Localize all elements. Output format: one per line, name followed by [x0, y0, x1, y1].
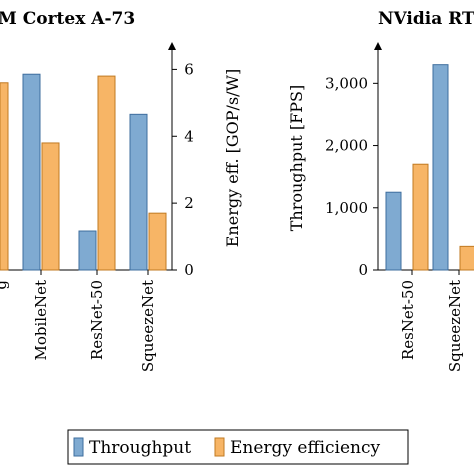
- panel-right-ytick-label: 3,000: [325, 74, 368, 92]
- panel-right-title: NVidia RT: [378, 9, 474, 29]
- panel-left-category-label: SqueezeNet: [139, 280, 157, 372]
- legend-swatch-energy: [214, 437, 225, 457]
- panel-left-category-label-clipped: g: [0, 280, 10, 290]
- panel-left-ylabel: Energy eff. [GOP/s/W]: [223, 69, 242, 248]
- legend-box: [67, 429, 409, 465]
- panel-right-ytick-label: 1,000: [325, 199, 368, 217]
- bar-energy-clipped: [0, 82, 9, 271]
- legend-label-throughput: Throughput: [89, 438, 191, 458]
- panel-left-ytick-label: 4: [184, 127, 194, 145]
- bar-energy-mobilenet: [41, 142, 60, 271]
- bar-energy-resnet-50: [412, 163, 429, 271]
- panel-left-title: M Cortex A-73: [0, 9, 135, 29]
- legend-swatch-throughput: [73, 437, 84, 457]
- panel-right-category-label: SqueezeNet: [446, 280, 464, 372]
- panel-left-axis-arrow-icon: [168, 42, 176, 50]
- bar-energy-resnet-50: [97, 75, 116, 271]
- bar-throughput-squeezenet: [432, 64, 449, 271]
- panel-right-category-label: ResNet-50: [399, 280, 417, 360]
- panel-left-ytick-label: 6: [184, 60, 194, 78]
- panel-right-ylabel: Throughput [FPS]: [287, 85, 306, 231]
- panel-left-category-label: ResNet-50: [88, 280, 106, 360]
- panel-left: M Cortex A-73 0 2 4 6 MobileNet ResNet-50 Squ…: [0, 9, 242, 372]
- panel-right: NVidia RT 0 1,000 2,000 3,000 ResNet-50 Sque…: [287, 9, 474, 372]
- panel-right-ytick-label: 2,000: [325, 137, 368, 155]
- panel-left-category-label: MobileNet: [32, 280, 50, 361]
- bar-throughput-resnet-50: [78, 230, 97, 271]
- panel-left-ytick-label: 2: [184, 194, 194, 212]
- bar-energy-squeezenet: [459, 245, 474, 271]
- bar-throughput-squeezenet: [129, 113, 148, 271]
- panel-left-ytick-label: 0: [184, 261, 194, 279]
- legend-label-energy: Energy efficiency: [230, 438, 380, 458]
- panel-right-axis-arrow-icon: [374, 42, 382, 50]
- bar-throughput-mobilenet: [22, 73, 41, 271]
- bar-throughput-resnet-50: [385, 191, 402, 271]
- bar-energy-squeezenet: [148, 212, 167, 271]
- legend: Throughput Energy efficiency: [67, 429, 409, 465]
- panel-right-ytick-label: 0: [358, 261, 368, 279]
